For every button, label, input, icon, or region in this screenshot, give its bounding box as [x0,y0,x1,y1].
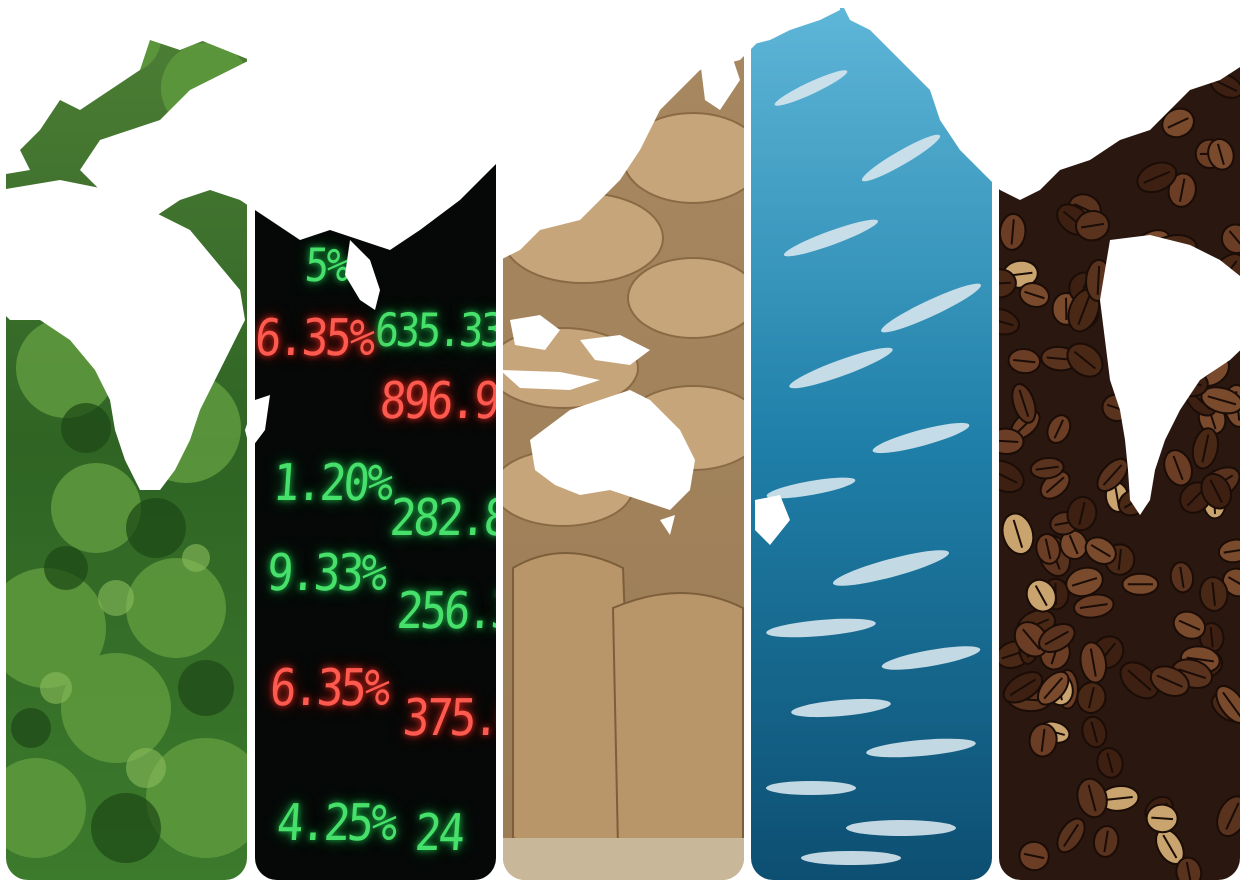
coffee-bean-crease [999,439,1019,443]
coffee-bean-crease [1227,576,1240,589]
ticker-pct-1: 6.35% [255,309,375,368]
ticker-val-3: 256.36 [394,582,496,641]
coffee-bean-crease [1071,577,1098,587]
coffee-bean-crease [1225,802,1240,830]
coffee-bean-crease [1009,678,1037,697]
coffee-bean-crease [999,281,1011,286]
coffee-bean-crease [1090,544,1111,558]
ticker-pct-3: 9.33% [264,544,387,603]
coffee-bean-crease [1211,582,1216,606]
coffee-bean-crease [1010,219,1015,245]
coffee-bean-crease [1079,603,1108,610]
ticker-top-val: 635.33 [373,304,496,358]
coffee-bean-crease [1018,389,1030,418]
coffee-bean-crease [1078,501,1086,526]
coffee-bean-crease [1022,628,1041,650]
coffee-bean-crease [1223,548,1240,554]
ticker-pct-2: 1.20% [270,454,393,513]
coffee-bean-crease [1040,728,1046,752]
coffee-bean-crease [1024,290,1045,300]
sacks-panel [503,8,744,880]
coffee-bean-crease [1045,476,1065,494]
coffee-bean-crease [1035,465,1059,471]
coffee-bean-crease [1043,677,1063,700]
coffee-bean-crease [1034,585,1048,607]
coffee-bean-crease [1073,350,1097,370]
coffee-bean-crease [1127,669,1152,692]
ticker-val-1: 896.93 [377,372,496,431]
coffee-bean-crease [1156,674,1183,688]
coffee-bean-crease [999,317,1014,327]
coffee-bean-crease [1103,830,1109,853]
coffee-bean-crease [1087,686,1095,709]
coffee-bean-crease [1089,648,1097,677]
coffee-bean-crease [1023,123,1053,126]
coffee-bean-crease [1013,358,1036,364]
coffee-bean-crease [1090,721,1099,743]
coffee-bean-crease [1068,534,1079,555]
coffee-bean-crease [1105,795,1133,801]
coffee-bean-crease [1077,295,1091,326]
coffee-bean-crease [1080,222,1105,229]
coffee-bean-crease [1186,656,1214,663]
coffee-panel [999,8,1240,880]
coffee-bean-crease [1087,784,1097,812]
forest-panel [6,8,247,880]
coffee-bean-crease [1178,619,1201,631]
coffee-bean-crease [1012,519,1024,548]
ticker-val-5: 24 [412,804,465,863]
ticker-pct-5: 4.25% [274,794,397,853]
coffee-bean-crease [1023,852,1045,860]
coffee-bean-crease [1178,668,1207,680]
ticker-val-2: 282.80 [387,489,496,548]
coffee-bean-crease [1222,691,1240,718]
fish-image [751,8,992,880]
coffee-bean-crease [1044,630,1069,646]
coffee-bean-crease [1044,538,1052,560]
coffee-bean-crease [1127,41,1131,67]
coffee-bean-crease [1063,823,1079,847]
fish-panel [751,8,992,880]
coffee-bean-crease [1106,752,1114,774]
coffee-bean-crease [1209,627,1214,648]
coffee-bean-crease [1151,816,1174,821]
coffee-bean-crease [1117,548,1122,571]
coffee-bean-crease [1179,566,1185,588]
ticker-pct-4: 6.35% [267,659,390,718]
coffee-image [999,8,1240,880]
coffee-bean-crease [1185,861,1192,880]
ticker-top-pct: 5% [303,239,350,293]
forest-image [6,8,247,880]
sacks-image [503,8,744,880]
ticker-panel: 5% 635.33 6.35% 896.93 1.20% 282.80 9.33… [255,8,496,880]
coffee-bean-crease [999,469,1018,484]
coffee-bean-crease [1162,834,1178,859]
ticker-val-4: 375.6 [400,689,496,748]
coffee-bean-crease [1053,419,1065,439]
coffee-bean-crease [1096,265,1101,295]
